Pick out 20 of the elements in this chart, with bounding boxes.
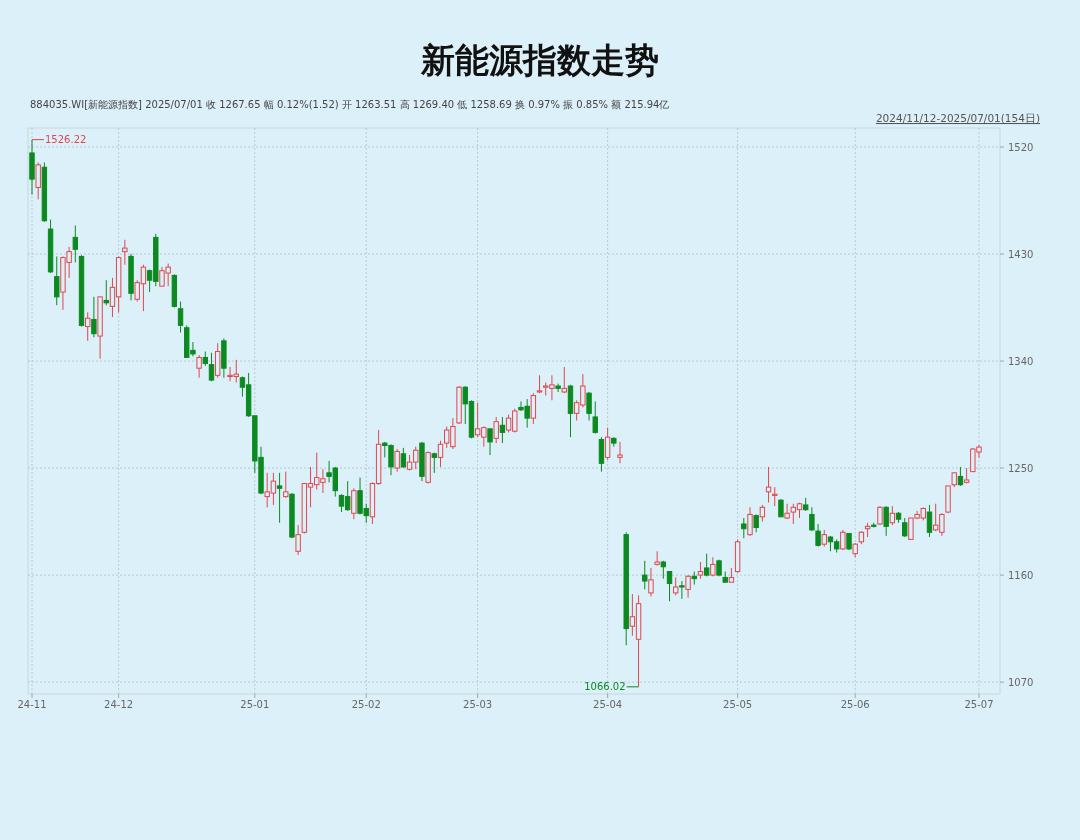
chart-title: 新能源指数走势	[420, 40, 659, 80]
x-tick-label: 25-04	[593, 699, 623, 710]
annotation: 1526.22	[45, 134, 87, 146]
annotation: 1066.02	[584, 681, 626, 693]
x-tick-label: 24-12	[104, 699, 134, 710]
x-tick-label: 25-06	[840, 699, 870, 710]
y-tick-label: 1340	[1008, 355, 1034, 367]
x-tick-label: 25-03	[463, 699, 493, 710]
chart-subtitle: 884035.WI[新能源指数] 2025/07/01 收 1267.65 幅 0.12%(1.52) 开 1263.51 高 1269.40 低 1258.69 换 0.97% 振 0.85% 额 215.94亿	[30, 99, 670, 110]
x-tick-label: 25-07	[964, 699, 994, 710]
y-tick-label: 1250	[1008, 462, 1034, 474]
x-tick-label: 25-05	[723, 699, 753, 710]
x-tick-label: 25-01	[240, 699, 270, 710]
y-tick-label: 1160	[1008, 569, 1034, 581]
x-tick-label: 24-11	[17, 699, 47, 710]
text: 2024/11/12-2025/07/01(154日)	[875, 112, 1040, 124]
y-tick-label: 1430	[1008, 248, 1034, 260]
y-tick-label: 1520	[1008, 141, 1034, 153]
x-tick-label: 25-02	[351, 699, 381, 710]
y-tick-label: 1070	[1008, 676, 1034, 688]
